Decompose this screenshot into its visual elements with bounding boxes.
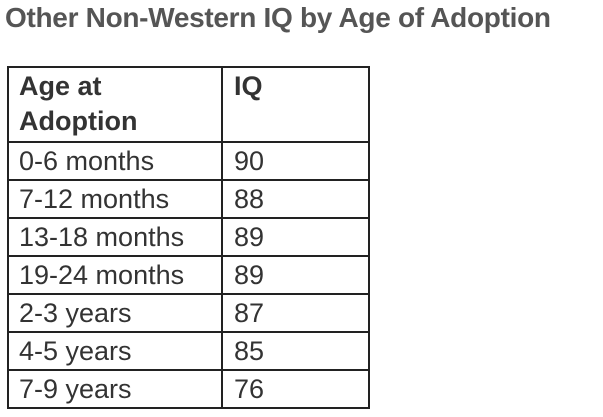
cell-iq: 89 bbox=[221, 217, 370, 257]
cell-age: 7-12 months bbox=[7, 179, 223, 219]
cell-iq: 76 bbox=[221, 369, 370, 409]
cell-age: 4-5 years bbox=[7, 331, 223, 371]
table-row: 2-3 years 87 bbox=[7, 293, 370, 333]
table-row: 13-18 months 89 bbox=[7, 217, 370, 257]
table-row: 4-5 years 85 bbox=[7, 331, 370, 371]
table-row: 7-12 months 88 bbox=[7, 179, 370, 219]
header-age-line2: Adoption bbox=[19, 106, 138, 136]
cell-age: 19-24 months bbox=[7, 255, 223, 295]
table-row: 7-9 years 76 bbox=[7, 369, 370, 409]
cell-iq: 85 bbox=[221, 331, 370, 371]
header-iq: IQ bbox=[221, 66, 370, 143]
header-age-line1: Age at bbox=[19, 71, 102, 101]
iq-by-adoption-age-table: Age at Adoption IQ 0-6 months 90 7-12 mon… bbox=[7, 66, 370, 409]
cell-age: 2-3 years bbox=[7, 293, 223, 333]
cell-age: 0-6 months bbox=[7, 141, 223, 181]
table-row: 19-24 months 89 bbox=[7, 255, 370, 295]
cell-iq: 88 bbox=[221, 179, 370, 219]
page-title: Other Non-Western IQ by Age of Adoption bbox=[5, 2, 551, 33]
cell-iq: 89 bbox=[221, 255, 370, 295]
table-header-row: Age at Adoption IQ bbox=[7, 66, 370, 143]
cell-iq: 90 bbox=[221, 141, 370, 181]
cell-age: 13-18 months bbox=[7, 217, 223, 257]
table-row: 0-6 months 90 bbox=[7, 141, 370, 181]
cell-age: 7-9 years bbox=[7, 369, 223, 409]
cell-iq: 87 bbox=[221, 293, 370, 333]
header-age-at-adoption: Age at Adoption bbox=[7, 66, 223, 143]
